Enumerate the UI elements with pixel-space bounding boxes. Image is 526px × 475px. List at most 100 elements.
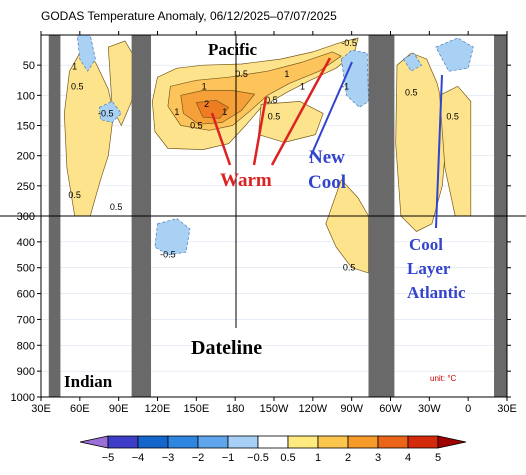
colorbar-segment [407,435,439,449]
colorbar-segment [197,435,229,449]
y-tick-label: 800 [17,340,35,352]
colorbar-label: −1 [222,452,235,464]
contour-label: -1 [341,81,349,91]
colorbar-segment [257,435,289,449]
annotations: Pacific Warm New Cool Cool Layer Atlanti… [64,40,466,391]
anomaly-regions [63,35,474,274]
colorbar-high-triangle [437,435,467,449]
colorbar-label: 0.5 [280,452,295,464]
warm-arrow-2 [252,96,268,166]
x-axis: 30E 60E 90E 120E 150E 180 150W 120W 90W 60W 30W 0 30… [31,31,517,415]
colorbar-segment [107,435,139,449]
cool-anomaly-region [435,37,474,72]
colorbar-low-triangle [79,435,109,449]
layer-label: Layer [407,259,451,278]
warm-anomaly-region [325,179,369,274]
y-tick-label: 200 [17,151,35,163]
colorbar: −5 −4 −3 −2 −1 −0.5 0.5 1 2 3 4 5 [79,435,467,464]
contour-label: 0.5 [343,262,356,272]
y-tick-label: 600 [17,289,35,301]
x-tick-label: 150W [260,403,289,415]
indian-label: Indian [64,372,113,391]
contour-label: 1 [284,69,289,79]
contour-label: -0.5 [160,249,176,259]
y-tick-label: 400 [17,237,35,249]
colorbar-label: 4 [405,452,411,464]
new-label: New [309,147,345,168]
x-tick-label: 120W [298,403,327,415]
cool-layer-label: Cool [409,235,443,254]
contour-labels: 0.5 1 1 1 1 2 1 0.5 0.5 -0.5 -1 1 0.5 -0.5 0.5 0.5 0.5 0.… [68,38,458,272]
cool-anomaly-region [98,101,122,123]
warm-anomaly-region [195,99,230,119]
pacific-label: Pacific [208,40,258,59]
x-tick-label: 60W [379,403,402,415]
cool-anomaly-region [76,35,96,72]
contour-label: 0.5 [71,81,84,91]
x-tick-label: 30E [31,403,51,415]
contour-label: 1 [300,81,305,91]
y-tick-label: 100 [17,90,35,102]
y-tick-label: 50 [23,60,35,72]
contour-label: 1 [174,107,179,117]
contour-label: 1 [202,81,207,91]
warm-label: Warm [220,170,272,191]
y-tick-label: 150 [17,121,35,133]
y-axis: 50 100 150 200 250 300 400 500 600 700 800 900 1000 [11,60,511,404]
y-tick-label: 900 [17,366,35,378]
cool-label: Cool [308,172,346,193]
colorbar-label: −3 [162,452,175,464]
x-tick-label: 180 [226,403,244,415]
colorbar-segment [317,435,349,449]
cool-anomaly-region [154,218,191,256]
colorbar-label: −4 [132,452,145,464]
x-tick-label: 90E [109,403,129,415]
contour-label: 0.5 [405,87,418,97]
unit-label: unit: °C [430,374,457,383]
colorbar-label: 3 [375,452,381,464]
contour-label: 0.5 [446,111,459,121]
contour-label: 0.5 [265,95,278,105]
colorbar-segment [377,435,409,449]
contour-label: 1 [222,107,227,117]
x-tick-label: 90W [340,403,363,415]
colorbar-label: 2 [345,452,351,464]
x-tick-label: 120E [145,403,171,415]
contour-label: 2 [204,99,209,109]
colorbar-label: −5 [102,452,115,464]
annotation-arrows [210,57,443,229]
colorbar-label: −0.5 [247,452,269,464]
cool-anomaly-region [403,52,422,72]
x-tick-label: 30W [418,403,441,415]
contour-label: 0.5 [110,202,123,212]
colorbar-label: 5 [435,452,441,464]
y-tick-label: 500 [17,263,35,275]
colorbar-segment [227,435,259,449]
contour-label: 0.5 [190,121,203,131]
warm-arrow-1 [210,112,232,166]
contour-label: 0.5 [68,190,81,200]
x-tick-label: 60E [70,403,90,415]
colorbar-label: −2 [192,452,205,464]
contour-label: 1 [72,61,77,71]
contour-label: -0.5 [98,108,114,118]
contour-label: -0.5 [341,38,357,48]
y-tick-label: 300 [17,211,35,223]
colorbar-segment [167,435,199,449]
x-tick-label: 30E [497,403,517,415]
x-tick-label: 0 [465,403,471,415]
y-tick-label: 1000 [11,392,35,404]
chart-title: GODAS Temperature Anomaly, 06/12/2025–07… [41,9,337,23]
warm-anomaly-region [395,52,448,232]
atlantic-label: Atlantic [407,283,466,302]
reference-lines [0,35,526,328]
contour-label: 0.5 [268,111,281,121]
y-tick-label: 700 [17,314,35,326]
contour-label: 0.5 [235,69,248,79]
new-cool-arrow [309,61,353,159]
colorbar-segment [347,435,379,449]
dateline-label: Dateline [191,337,262,359]
colorbar-label: 1 [315,452,321,464]
warm-arrow-3 [270,57,332,166]
